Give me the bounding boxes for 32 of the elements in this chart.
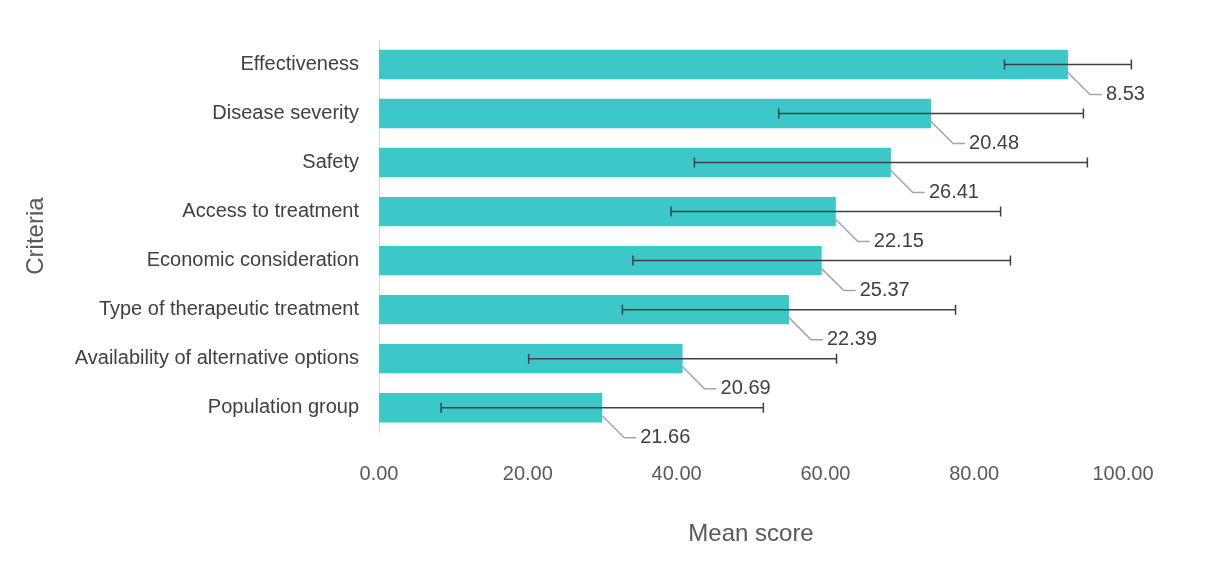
x-tick-label: 40.00 xyxy=(651,461,702,484)
annotation: 22.15 xyxy=(873,229,924,252)
annotation: 21.66 xyxy=(640,425,691,448)
bar xyxy=(379,98,932,129)
y-tick-label: Population group xyxy=(207,395,360,418)
annotation: 25.37 xyxy=(859,278,910,301)
y-tick-label: Access to treatment xyxy=(182,199,360,222)
bar xyxy=(379,245,822,276)
y-tick-label: Type of therapeutic treatment xyxy=(98,297,360,320)
bar xyxy=(379,196,836,227)
annotation: 20.48 xyxy=(969,131,1020,154)
x-tick-label: 100.00 xyxy=(1092,461,1154,484)
bar xyxy=(379,343,683,374)
x-tick-label: 60.00 xyxy=(800,461,851,484)
bar xyxy=(379,392,603,423)
y-tick-label: Safety xyxy=(302,150,360,173)
annotation: 20.69 xyxy=(720,376,771,399)
bar xyxy=(379,147,891,178)
y-tick-label: Availability of alternative options xyxy=(74,346,360,369)
x-axis-title: Mean score xyxy=(688,519,814,547)
annotation: 26.41 xyxy=(928,180,979,203)
y-tick-label: Disease severity xyxy=(212,101,360,124)
x-tick-label: 0.00 xyxy=(359,461,399,484)
annotation: 22.39 xyxy=(826,327,878,350)
bar xyxy=(379,49,1068,80)
annotation: 8.53 xyxy=(1105,82,1145,105)
y-tick-label: Economic consideration xyxy=(146,248,360,271)
y-tick-label: Effectiveness xyxy=(240,52,360,75)
y-axis-title: Criteria xyxy=(21,196,49,275)
x-tick-label: 80.00 xyxy=(949,461,1000,484)
bar xyxy=(379,294,789,325)
x-tick-label: 20.00 xyxy=(502,461,553,484)
